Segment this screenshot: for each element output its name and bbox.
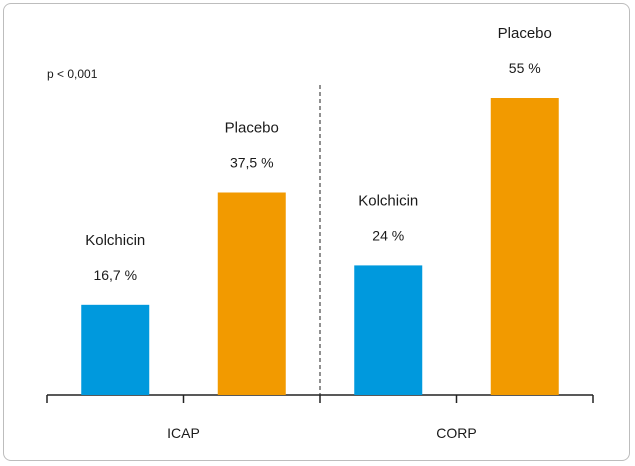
- data-label: 55 %: [509, 60, 541, 76]
- bar-name-label: Kolchicin: [358, 192, 418, 209]
- bar-name-label: Placebo: [225, 120, 279, 137]
- bar-kolchicin-icap: [81, 304, 150, 395]
- category-label: CORP: [436, 425, 476, 441]
- data-label: 37,5 %: [230, 155, 274, 171]
- data-label: 24 %: [372, 227, 404, 243]
- p-value-annotation: p < 0,001: [47, 67, 98, 81]
- bar-kolchicin-corp: [354, 265, 423, 395]
- bar-placebo-corp: [490, 98, 559, 395]
- bar-name-label: Kolchicin: [85, 232, 145, 249]
- bar-name-label: Placebo: [498, 25, 552, 42]
- category-label: ICAP: [167, 425, 200, 441]
- bar-placebo-icap: [217, 192, 286, 395]
- data-label: 16,7 %: [93, 267, 137, 283]
